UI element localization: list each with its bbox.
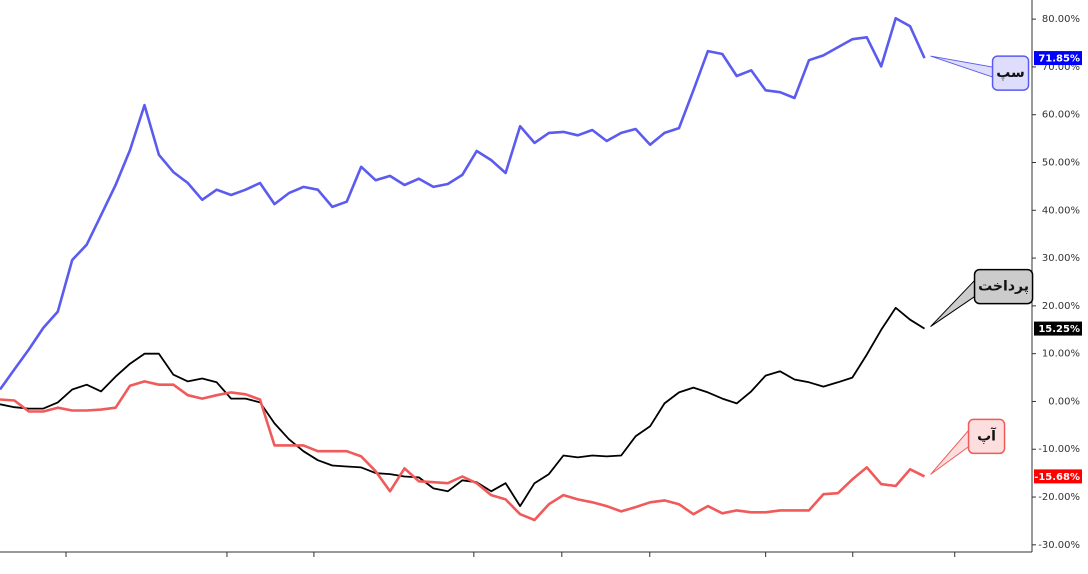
- series-line: [0, 16, 926, 391]
- y-tick-label: 30.00%: [1042, 253, 1080, 264]
- y-tick-label: 70.00%: [1042, 62, 1080, 73]
- y-tick-label: -30.00%: [1038, 540, 1080, 551]
- callout-fill: [968, 419, 1005, 454]
- callout-pointer: [930, 279, 982, 327]
- callout-fill: [974, 269, 1033, 304]
- callout-box: [967, 418, 1006, 455]
- series-line: [0, 306, 925, 507]
- y-tick-label: 80.00%: [1042, 14, 1080, 25]
- end-label-box: [1034, 321, 1082, 336]
- y-tick-label: 40.00%: [1042, 205, 1080, 216]
- callout-pointer: [930, 55, 1000, 80]
- y-tick-label: 60.00%: [1042, 110, 1080, 121]
- end-label: 15.25%: [1038, 324, 1080, 335]
- callout-fill: [992, 56, 1029, 91]
- series-line: [0, 380, 926, 522]
- end-label: 71.85%: [1038, 54, 1080, 65]
- callout-label: آپ: [977, 426, 997, 444]
- y-tick-label: -20.00%: [1038, 492, 1080, 503]
- callout-box: [991, 55, 1030, 91]
- end-label-box: [1034, 469, 1082, 484]
- y-tick-label: 0.00%: [1048, 396, 1080, 407]
- y-tick-label: -10.00%: [1038, 444, 1080, 455]
- y-tick-label: 20.00%: [1042, 301, 1080, 312]
- y-tick-label: 50.00%: [1042, 157, 1080, 168]
- callout-box: [973, 268, 1034, 305]
- y-tick-label: 10.00%: [1042, 349, 1080, 360]
- end-label: -15.68%: [1034, 472, 1080, 483]
- callout-label: پرداخت: [978, 279, 1029, 295]
- end-label-box: [1034, 51, 1082, 66]
- callout-label: سپ: [996, 65, 1025, 81]
